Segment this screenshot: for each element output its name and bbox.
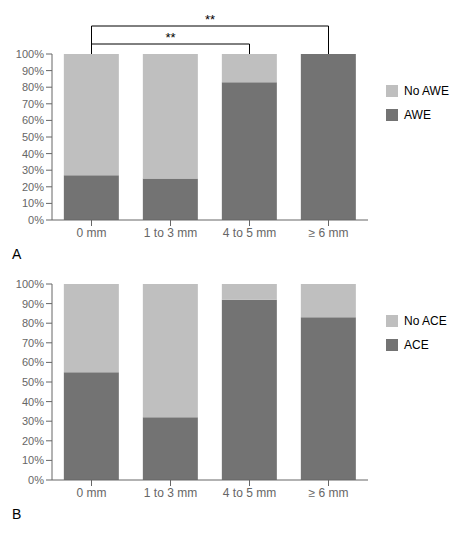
svg-text:50%: 50% [22,131,44,143]
svg-text:≥ 6 mm: ≥ 6 mm [309,226,349,240]
svg-text:0%: 0% [28,214,44,226]
svg-text:0 mm: 0 mm [77,226,107,240]
svg-text:70%: 70% [22,337,44,349]
svg-text:40%: 40% [22,148,44,160]
svg-text:**: ** [165,30,175,45]
html-text:A: A [12,246,22,262]
svg-text:1 to 3 mm: 1 to 3 mm [144,486,197,500]
svg-text:20%: 20% [22,181,44,193]
svg-text:90%: 90% [22,65,44,77]
svg-text:0 mm: 0 mm [77,486,107,500]
svg-text:40%: 40% [22,396,44,408]
svg-text:80%: 80% [22,317,44,329]
svg-text:30%: 30% [22,415,44,427]
html-text:AWE: AWE [404,108,431,122]
html-text:No ACE: No ACE [404,314,447,328]
html-text:ACE: ACE [404,338,429,352]
svg-text:20%: 20% [22,435,44,447]
svg-text:1 to 3 mm: 1 to 3 mm [144,226,197,240]
svg-text:4 to 5 mm: 4 to 5 mm [223,486,276,500]
svg-text:100%: 100% [16,48,44,60]
svg-text:≥ 6 mm: ≥ 6 mm [309,486,349,500]
svg-text:100%: 100% [16,278,44,290]
svg-text:50%: 50% [22,376,44,388]
svg-text:90%: 90% [22,298,44,310]
svg-text:60%: 60% [22,114,44,126]
svg-text:0%: 0% [28,474,44,486]
svg-text:**: ** [205,12,215,27]
svg-text:30%: 30% [22,164,44,176]
html-text:B: B [12,506,22,522]
svg-text:60%: 60% [22,356,44,368]
html-text:No AWE: No AWE [404,84,449,98]
svg-text:4 to 5 mm: 4 to 5 mm [223,226,276,240]
svg-text:10%: 10% [22,454,44,466]
svg-text:70%: 70% [22,98,44,110]
svg-text:80%: 80% [22,81,44,93]
svg-text:10%: 10% [22,197,44,209]
